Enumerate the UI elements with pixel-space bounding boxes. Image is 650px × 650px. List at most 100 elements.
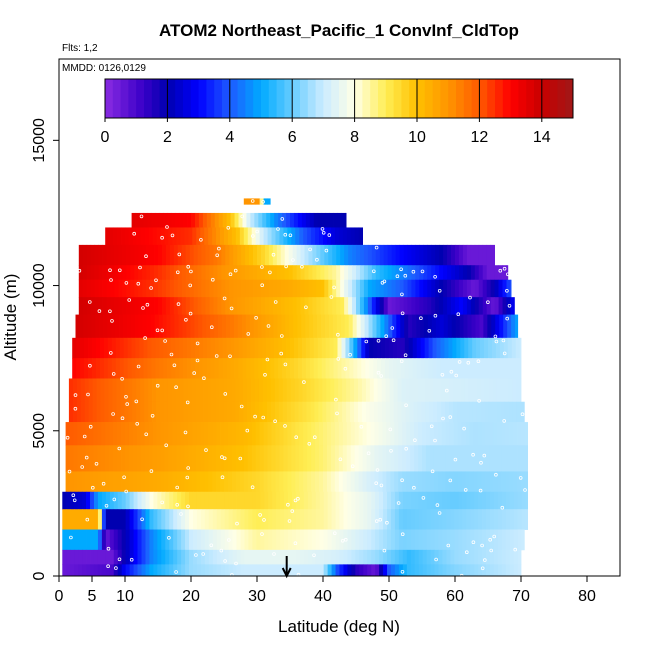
heatmap-cell [385, 378, 391, 403]
heatmap-cell [307, 422, 312, 446]
heatmap-cell [158, 279, 163, 298]
heatmap-cell [291, 509, 297, 530]
heatmap-cell [458, 509, 463, 530]
heatmap-cell [503, 358, 509, 379]
heatmap-cell [441, 401, 446, 423]
heatmap-cell [418, 491, 424, 510]
heatmap-cell [224, 529, 230, 551]
heatmap-cell [412, 337, 418, 359]
heatmap-cell [340, 265, 345, 281]
heatmap-cell [489, 471, 494, 493]
heatmap-cell [227, 378, 232, 403]
colorbar-segment [183, 79, 192, 118]
heatmap-cell [206, 358, 212, 379]
heatmap-cell [216, 549, 222, 565]
observation-dot [384, 334, 389, 339]
heatmap-cell [271, 422, 276, 446]
heatmap-cell [379, 564, 384, 577]
heatmap-cell [436, 337, 441, 359]
heatmap-cell [378, 422, 383, 446]
heatmap-cell [470, 244, 476, 266]
heatmap-cell [226, 358, 231, 379]
heatmap-cell [198, 358, 204, 379]
colorbar-segment [253, 79, 262, 118]
heatmap-cell [148, 378, 153, 403]
observation-dot [340, 538, 345, 543]
heatmap-cell [115, 337, 121, 359]
heatmap-cell [90, 491, 95, 510]
heatmap-cell [456, 378, 462, 403]
heatmap-cell [493, 471, 498, 493]
observation-dot [486, 300, 490, 305]
heatmap-cell [113, 422, 118, 446]
heatmap-cell [293, 358, 299, 379]
heatmap-cell [480, 378, 486, 403]
observation-dot [214, 354, 219, 358]
heatmap-cell [422, 491, 428, 510]
heatmap-cell [105, 509, 111, 530]
heatmap-cell [433, 378, 438, 403]
heatmap-cell [359, 297, 365, 315]
heatmap-cell [62, 529, 67, 551]
heatmap-cell [178, 314, 183, 339]
heatmap-cell [224, 491, 230, 510]
observation-dot [304, 305, 308, 310]
heatmap-cell [282, 337, 287, 359]
heatmap-cell [430, 491, 435, 510]
heatmap-cell [229, 297, 234, 315]
heatmap-cell [187, 401, 193, 423]
heatmap-cell [90, 529, 95, 551]
heatmap-cell [327, 491, 332, 510]
colorbar-segment [339, 79, 348, 118]
heatmap-cell [342, 445, 348, 472]
observation-dot [427, 328, 432, 333]
heatmap-cell [194, 212, 200, 228]
heatmap-cell [237, 265, 242, 281]
heatmap-cell [244, 529, 249, 551]
heatmap-cell [367, 265, 373, 281]
heatmap-cell [109, 564, 115, 577]
observation-dot [88, 300, 92, 304]
heatmap-cell [97, 471, 102, 493]
heatmap-cell [228, 509, 233, 530]
heatmap-cell [191, 358, 196, 379]
heatmap-cell [505, 471, 510, 493]
heatmap-cell [169, 549, 174, 565]
heatmap-cell [299, 227, 304, 246]
heatmap-cell [200, 491, 206, 510]
heatmap-cell [341, 337, 346, 359]
heatmap-cell [357, 337, 362, 359]
heatmap-cell [219, 401, 224, 423]
heatmap-cell [136, 471, 142, 493]
heatmap-cell [402, 549, 408, 565]
heatmap-cell [257, 265, 262, 281]
observation-dot [336, 332, 340, 337]
observation-dot [513, 547, 517, 552]
heatmap-cell [334, 445, 340, 472]
heatmap-cell [370, 422, 375, 446]
heatmap-cell [517, 529, 523, 551]
observation-dot [122, 475, 126, 480]
heatmap-cell [462, 564, 467, 577]
heatmap-cell [214, 337, 220, 359]
heatmap-cell [225, 265, 230, 281]
heatmap-cell [422, 529, 428, 551]
heatmap-cell [387, 509, 392, 530]
heatmap-cell [198, 314, 203, 339]
heatmap-cell [301, 337, 307, 359]
observation-dot [175, 502, 180, 507]
heatmap-cell [359, 265, 365, 281]
heatmap-cell [254, 212, 259, 228]
heatmap-cell [303, 509, 309, 530]
observation-dot [480, 543, 484, 548]
heatmap-cell [491, 314, 496, 339]
heatmap-cell [284, 529, 289, 551]
colorbar-tick-label: 0 [101, 129, 110, 146]
heatmap-cell [505, 422, 510, 446]
heatmap-cell [76, 378, 82, 403]
heatmap-cell [378, 471, 383, 493]
heatmap-cell [200, 422, 205, 446]
colorbar-segment [206, 79, 215, 118]
heatmap-cell [456, 337, 461, 359]
